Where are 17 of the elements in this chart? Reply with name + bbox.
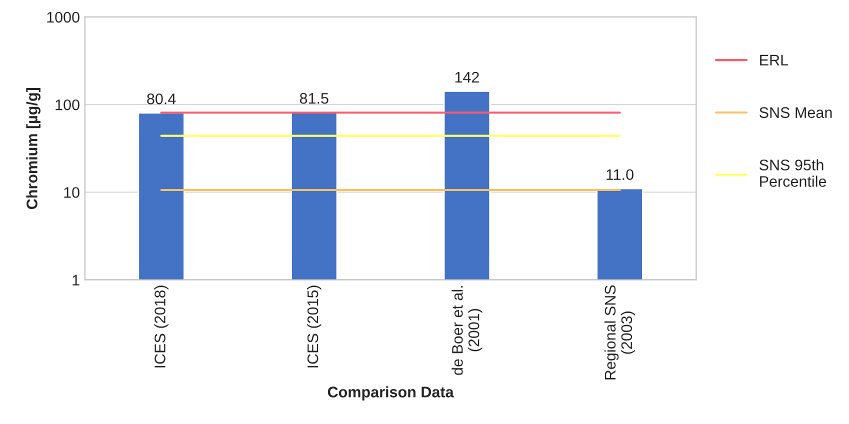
x-tick-label: Regional SNS (2003) bbox=[604, 285, 636, 380]
x-tick-label: de Boer et al. (2001) bbox=[452, 286, 482, 375]
y-tick-label: 10 bbox=[64, 187, 80, 198]
legend-label: SNS 95th Percentile bbox=[760, 159, 826, 187]
data-label: 142 bbox=[455, 72, 479, 83]
data-label: 11.0 bbox=[606, 169, 634, 180]
x-axis-title: Comparison Data bbox=[328, 386, 454, 400]
legend-label: ERL bbox=[760, 54, 788, 66]
y-axis-title: Chromium [µg/g] bbox=[26, 88, 40, 210]
x-tick-label: ICES (2018) bbox=[154, 286, 168, 368]
y-tick-label: 1000 bbox=[47, 12, 80, 23]
data-label: 80.4 bbox=[147, 93, 176, 104]
data-label: 81.5 bbox=[300, 92, 328, 104]
legend-label: SNS Mean bbox=[760, 107, 832, 118]
x-tick-label: ICES (2015) bbox=[307, 286, 322, 368]
y-tick-label: 100 bbox=[56, 99, 80, 110]
y-tick-label: 1 bbox=[72, 274, 80, 286]
